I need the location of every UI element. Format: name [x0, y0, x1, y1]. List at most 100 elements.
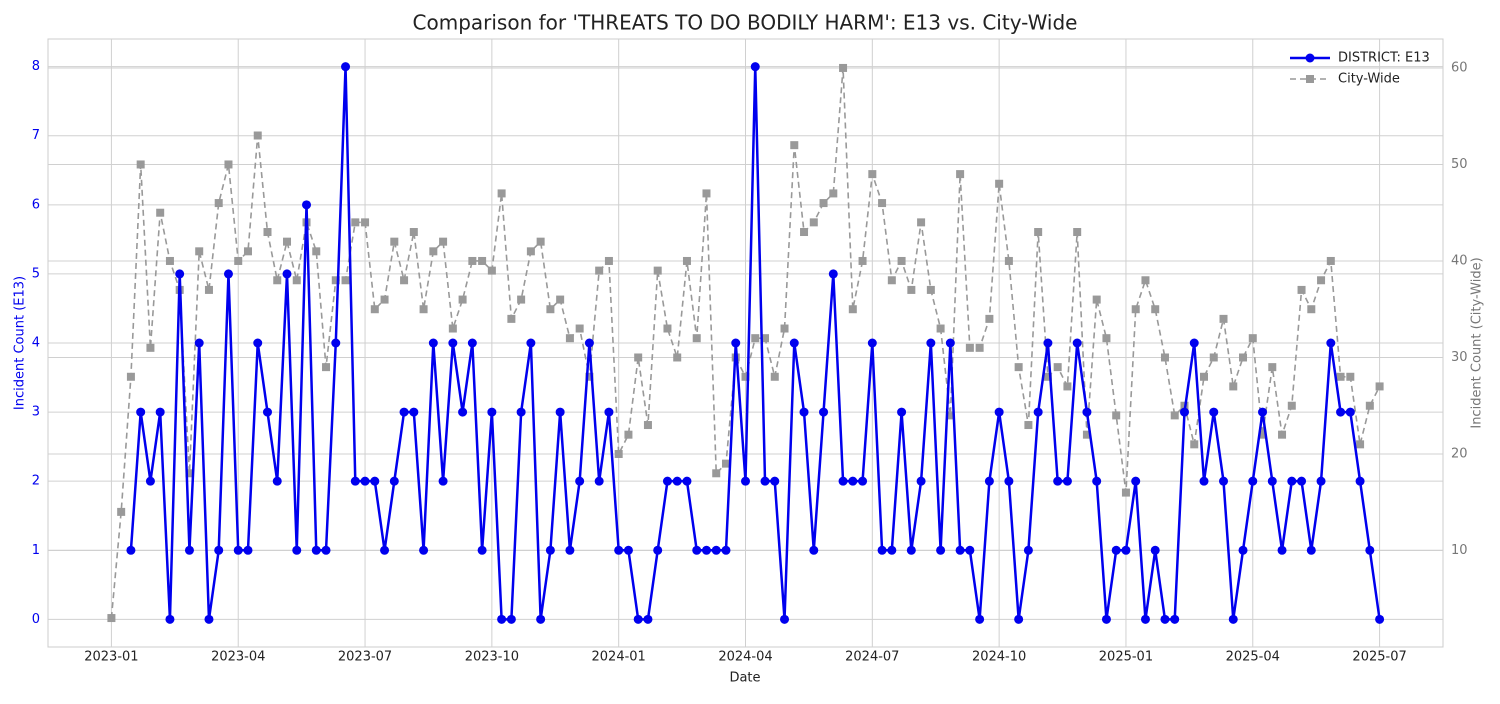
point — [975, 614, 985, 624]
x-tick-label: 2024-10 — [972, 650, 1026, 665]
point — [331, 276, 340, 285]
point — [662, 476, 672, 486]
point — [1072, 338, 1082, 348]
point — [409, 407, 419, 417]
point — [604, 407, 614, 417]
point — [917, 218, 926, 227]
x-tick-label: 2025-07 — [1352, 650, 1406, 665]
point — [1375, 614, 1385, 624]
point — [223, 269, 233, 279]
point — [409, 228, 418, 237]
point — [565, 334, 574, 343]
point — [243, 545, 253, 555]
point — [233, 545, 243, 555]
point — [838, 476, 848, 486]
point — [292, 276, 301, 285]
point — [624, 430, 633, 439]
point — [633, 614, 643, 624]
point — [1033, 407, 1043, 417]
point — [517, 295, 526, 304]
point — [478, 256, 487, 265]
point — [145, 476, 155, 486]
y-tick-label: 1 — [32, 543, 40, 558]
x-tick-label: 2023-10 — [465, 650, 519, 665]
point — [1151, 305, 1160, 314]
point — [117, 507, 126, 516]
point — [419, 305, 428, 314]
legend-label: City-Wide — [1338, 72, 1400, 87]
point — [1268, 363, 1277, 372]
point — [1228, 614, 1238, 624]
point — [1063, 382, 1072, 391]
point — [272, 476, 282, 486]
point — [741, 372, 750, 381]
point — [906, 545, 916, 555]
point — [692, 545, 702, 555]
point — [438, 476, 448, 486]
point — [262, 407, 272, 417]
point — [361, 218, 370, 227]
point — [321, 545, 331, 555]
point — [224, 160, 233, 169]
point — [1238, 545, 1248, 555]
point — [545, 545, 555, 555]
point — [536, 614, 546, 624]
point — [614, 449, 623, 458]
point — [458, 407, 468, 417]
point — [800, 228, 809, 237]
point — [1053, 363, 1062, 372]
point — [1248, 334, 1257, 343]
point — [1287, 401, 1296, 410]
point — [1199, 372, 1208, 381]
point — [195, 247, 204, 256]
point — [273, 276, 282, 285]
point — [1258, 407, 1268, 417]
x-tick-label: 2024-04 — [718, 650, 772, 665]
point — [428, 338, 438, 348]
point — [780, 614, 790, 624]
point — [399, 407, 409, 417]
point — [477, 545, 487, 555]
x-tick-label: 2025-01 — [1099, 650, 1153, 665]
point — [155, 407, 165, 417]
y2-tick-label: 10 — [1451, 543, 1468, 558]
point — [955, 545, 965, 555]
point — [311, 545, 321, 555]
y-tick-label: 8 — [32, 59, 40, 74]
point — [936, 324, 945, 333]
point — [253, 338, 263, 348]
point — [1092, 295, 1101, 304]
point — [497, 614, 507, 624]
x-tick-label: 2024-01 — [592, 650, 646, 665]
point — [1053, 476, 1063, 486]
point — [204, 285, 213, 294]
point — [1356, 440, 1365, 449]
legend-marker — [1306, 75, 1314, 83]
point — [946, 411, 955, 420]
point — [1239, 353, 1248, 362]
y-axis-label: Incident Count (E13) — [13, 276, 28, 410]
point — [956, 170, 965, 179]
point — [867, 338, 877, 348]
legend-marker — [1305, 53, 1315, 63]
y-tick-label: 6 — [32, 197, 40, 212]
point — [253, 131, 262, 140]
point — [839, 63, 848, 72]
point — [497, 189, 506, 198]
point — [370, 476, 380, 486]
point — [282, 269, 292, 279]
y2-tick-label: 40 — [1451, 253, 1468, 268]
point — [1336, 407, 1346, 417]
point — [848, 476, 858, 486]
y2-tick-label: 20 — [1451, 446, 1468, 461]
point — [858, 256, 867, 265]
point — [877, 545, 887, 555]
point — [790, 141, 799, 150]
point — [546, 305, 555, 314]
point — [984, 476, 994, 486]
y-tick-label: 7 — [32, 128, 40, 143]
point — [1209, 407, 1219, 417]
point — [1277, 545, 1287, 555]
point — [370, 305, 379, 314]
